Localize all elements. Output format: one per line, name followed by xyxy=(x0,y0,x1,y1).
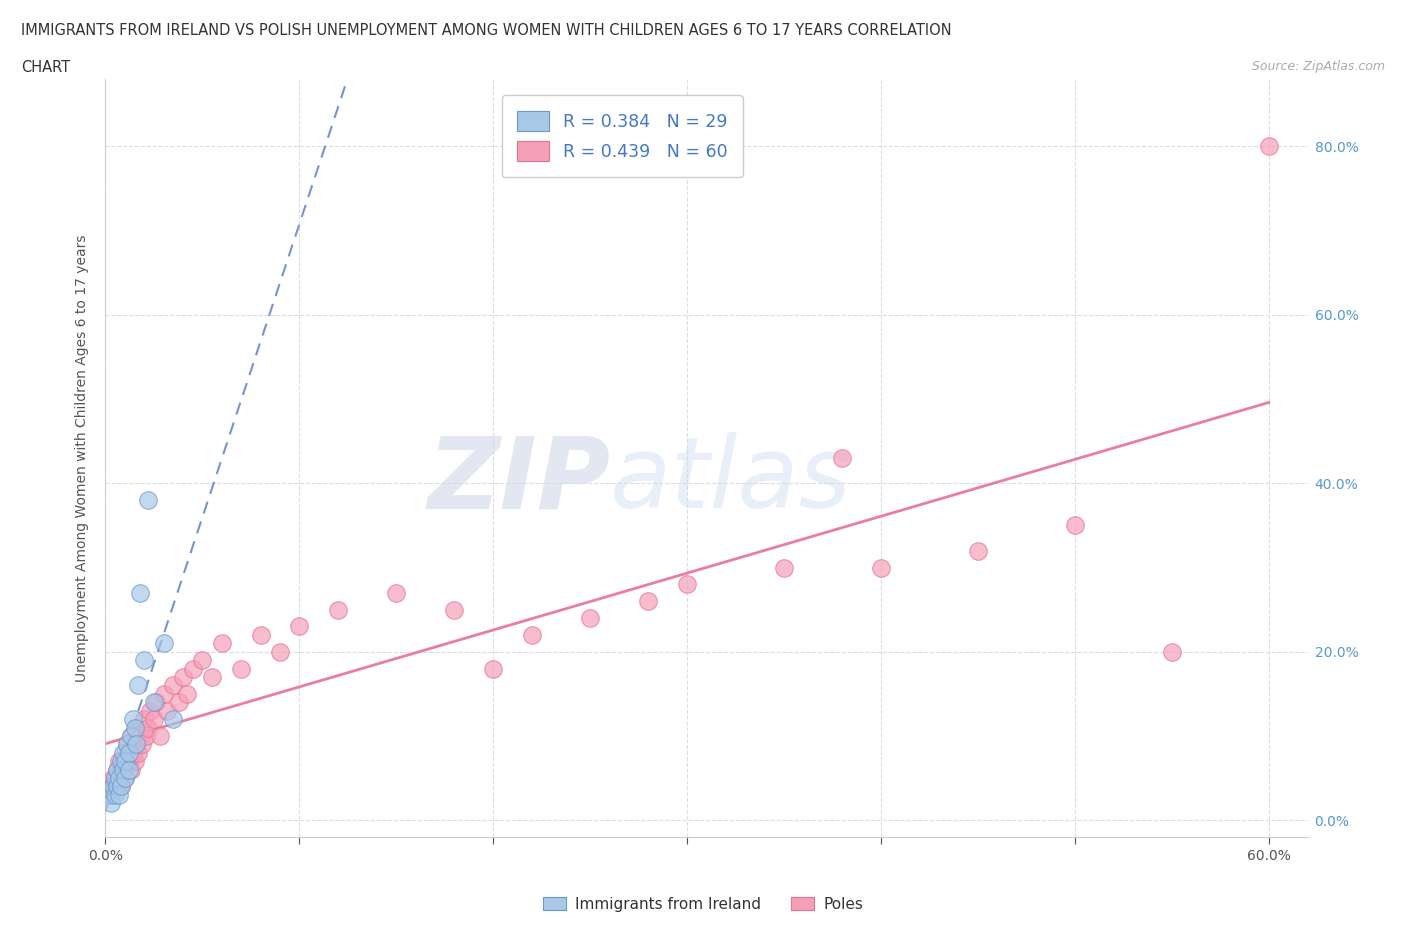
Point xyxy=(443,603,465,618)
Point xyxy=(127,745,149,760)
Point xyxy=(139,703,162,718)
Point xyxy=(125,737,148,751)
Point xyxy=(191,653,214,668)
Point xyxy=(773,560,796,575)
Point xyxy=(114,771,136,786)
Point xyxy=(152,636,174,651)
Point xyxy=(108,788,131,803)
Point xyxy=(676,577,699,591)
Point xyxy=(108,753,131,768)
Point xyxy=(103,779,125,794)
Point xyxy=(98,779,121,794)
Point xyxy=(181,661,204,676)
Point xyxy=(201,670,224,684)
Text: ZIP: ZIP xyxy=(427,432,610,529)
Point xyxy=(326,603,349,618)
Point xyxy=(149,728,172,743)
Point xyxy=(110,763,132,777)
Point xyxy=(136,493,159,508)
Point xyxy=(156,703,179,718)
Point xyxy=(129,728,152,743)
Point xyxy=(103,771,125,786)
Point xyxy=(104,779,127,794)
Point xyxy=(579,611,602,626)
Point xyxy=(121,745,143,760)
Point xyxy=(98,788,121,803)
Point xyxy=(110,779,132,794)
Point xyxy=(1257,139,1279,153)
Point xyxy=(129,585,152,600)
Point xyxy=(124,737,146,751)
Point xyxy=(115,737,138,751)
Point xyxy=(152,686,174,701)
Point xyxy=(967,543,990,558)
Point xyxy=(124,720,146,735)
Point xyxy=(120,763,142,777)
Text: IMMIGRANTS FROM IRELAND VS POLISH UNEMPLOYMENT AMONG WOMEN WITH CHILDREN AGES 6 : IMMIGRANTS FROM IRELAND VS POLISH UNEMPL… xyxy=(21,23,952,38)
Point xyxy=(1064,518,1087,533)
Point xyxy=(105,779,128,794)
Point xyxy=(145,695,167,710)
Point xyxy=(110,779,132,794)
Point xyxy=(115,737,138,751)
Point xyxy=(118,745,141,760)
Point xyxy=(127,678,149,693)
Y-axis label: Unemployment Among Women with Children Ages 6 to 17 years: Unemployment Among Women with Children A… xyxy=(76,234,90,682)
Point xyxy=(108,771,131,786)
Point xyxy=(288,619,311,634)
Point xyxy=(111,753,134,768)
Point xyxy=(520,628,543,643)
Point xyxy=(135,728,157,743)
Legend: Immigrants from Ireland, Poles: Immigrants from Ireland, Poles xyxy=(537,890,869,918)
Point xyxy=(249,628,271,643)
Point xyxy=(142,695,165,710)
Point xyxy=(167,695,190,710)
Point xyxy=(831,451,853,466)
Text: atlas: atlas xyxy=(610,432,852,529)
Point xyxy=(104,771,127,786)
Point xyxy=(111,745,134,760)
Point xyxy=(105,763,128,777)
Point xyxy=(121,711,143,726)
Point xyxy=(176,686,198,701)
Point xyxy=(134,711,156,726)
Point xyxy=(120,728,142,743)
Point xyxy=(124,753,146,768)
Point xyxy=(108,771,131,786)
Point xyxy=(114,771,136,786)
Point xyxy=(637,593,659,608)
Point xyxy=(105,763,128,777)
Point xyxy=(385,585,408,600)
Point xyxy=(114,745,136,760)
Point xyxy=(482,661,505,676)
Point xyxy=(162,711,184,726)
Point xyxy=(211,636,233,651)
Point xyxy=(131,737,153,751)
Point xyxy=(105,779,128,794)
Point xyxy=(100,796,122,811)
Point xyxy=(118,753,141,768)
Point xyxy=(142,711,165,726)
Point xyxy=(111,763,134,777)
Point xyxy=(269,644,291,659)
Point xyxy=(870,560,893,575)
Point xyxy=(231,661,253,676)
Point xyxy=(1160,644,1182,659)
Point xyxy=(172,670,194,684)
Point xyxy=(120,728,142,743)
Text: CHART: CHART xyxy=(21,60,70,75)
Point xyxy=(104,788,127,803)
Point xyxy=(100,788,122,803)
Point xyxy=(110,753,132,768)
Point xyxy=(114,753,136,768)
Point xyxy=(118,763,141,777)
Point xyxy=(134,653,156,668)
Text: Source: ZipAtlas.com: Source: ZipAtlas.com xyxy=(1251,60,1385,73)
Point xyxy=(125,720,148,735)
Point xyxy=(136,720,159,735)
Legend: R = 0.384   N = 29, R = 0.439   N = 60: R = 0.384 N = 29, R = 0.439 N = 60 xyxy=(502,95,742,177)
Point xyxy=(162,678,184,693)
